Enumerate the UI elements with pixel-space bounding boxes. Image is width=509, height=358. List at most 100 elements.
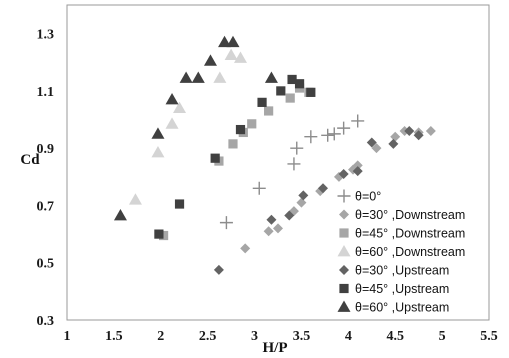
data-point	[213, 71, 227, 83]
data-point	[318, 183, 329, 194]
data-point	[213, 264, 224, 275]
legend-marker	[339, 209, 349, 220]
data-point	[425, 126, 436, 136]
data-point	[165, 117, 179, 129]
data-point	[352, 166, 363, 177]
data-points	[113, 35, 436, 275]
data-point	[352, 160, 363, 171]
series-group	[154, 74, 316, 239]
x-tick-label: 2	[157, 329, 164, 344]
data-point	[158, 230, 169, 241]
data-point	[264, 71, 278, 83]
data-point	[174, 199, 185, 209]
legend-marker	[337, 189, 351, 203]
data-point	[240, 243, 251, 254]
legend-marker	[339, 228, 349, 238]
legend-label: θ=45° ,Upstream	[355, 282, 449, 296]
data-point	[173, 101, 187, 113]
x-axis-ticks: 1 1.5 2 2.5 3 3.5 4 4.5 5 5.5	[64, 329, 498, 344]
legend-label: θ=45° ,Downstream	[355, 227, 465, 241]
data-point	[263, 226, 274, 237]
legend-marker	[339, 283, 349, 294]
legend-label: θ=60° ,Upstream	[355, 301, 449, 315]
x-tick-label: 4.5	[386, 329, 404, 344]
data-point	[413, 130, 424, 141]
series-group	[113, 35, 278, 221]
data-point	[321, 128, 335, 142]
x-tick-label: 5	[439, 329, 446, 344]
data-point	[151, 127, 165, 139]
data-point	[128, 193, 142, 205]
legend-label: θ=30° ,Downstream	[355, 208, 465, 222]
data-point	[257, 97, 267, 107]
legend-marker	[339, 265, 349, 275]
data-point	[327, 127, 341, 141]
data-point	[151, 145, 165, 158]
data-point	[290, 141, 304, 155]
y-tick-label: 1.1	[37, 85, 55, 100]
y-tick-label: 0.9	[37, 142, 55, 157]
data-point	[113, 208, 127, 221]
data-point	[306, 87, 316, 97]
data-point	[284, 210, 295, 221]
data-point	[266, 214, 277, 225]
data-point	[233, 51, 247, 63]
data-point	[224, 48, 238, 60]
data-point	[337, 121, 351, 135]
y-tick-label: 0.7	[37, 199, 55, 214]
y-axis-label: Cd	[20, 152, 40, 168]
data-point	[252, 181, 266, 195]
series-group	[219, 114, 365, 230]
x-axis-label: H/P	[263, 340, 288, 356]
y-tick-label: 0.5	[37, 257, 55, 272]
x-tick-label: 2.5	[199, 329, 217, 344]
x-tick-label: 3	[251, 329, 258, 344]
legend: θ=0° θ=30° ,Downstream θ=45° ,Downstream θ=…	[337, 189, 465, 315]
data-point	[294, 79, 305, 89]
legend-marker	[337, 245, 351, 257]
data-point	[165, 93, 179, 105]
data-point	[298, 190, 309, 201]
data-point	[273, 223, 283, 234]
y-tick-label: 0.3	[37, 314, 55, 329]
data-point	[351, 114, 365, 128]
data-point	[228, 139, 238, 149]
data-point	[179, 71, 193, 83]
y-axis-ticks: 0.3 0.5 0.7 0.9 1.1 1.3	[37, 28, 55, 329]
data-point	[366, 137, 377, 148]
x-tick-label: 5.5	[480, 329, 498, 344]
data-point	[388, 138, 399, 149]
series-group	[213, 126, 424, 275]
data-point	[210, 153, 220, 163]
data-point	[287, 74, 297, 85]
data-point	[276, 86, 286, 96]
data-point	[191, 71, 205, 83]
legend-label: θ=60° ,Downstream	[355, 245, 465, 259]
x-tick-label: 1.5	[105, 329, 123, 344]
data-point	[304, 130, 318, 144]
data-point	[264, 106, 274, 116]
data-point	[296, 197, 307, 208]
y-tick-label: 1.3	[37, 28, 55, 43]
data-point	[285, 93, 295, 103]
data-point	[371, 143, 382, 154]
data-point	[235, 124, 246, 135]
x-tick-label: 1	[64, 329, 71, 344]
series-group	[128, 48, 247, 205]
data-point	[338, 168, 349, 179]
data-point	[219, 216, 233, 230]
legend-label: θ=0°	[355, 190, 381, 204]
data-point	[226, 35, 240, 48]
data-point	[154, 229, 164, 239]
data-point	[247, 119, 257, 129]
data-point	[218, 35, 232, 48]
data-point	[203, 54, 217, 66]
legend-label: θ=30° ,Upstream	[355, 264, 449, 278]
x-tick-label: 4	[345, 329, 352, 344]
legend-marker	[337, 300, 351, 312]
plot-area-frame	[66, 4, 490, 321]
x-tick-label: 3.5	[293, 329, 311, 344]
data-point	[287, 157, 301, 171]
data-point	[390, 131, 401, 142]
